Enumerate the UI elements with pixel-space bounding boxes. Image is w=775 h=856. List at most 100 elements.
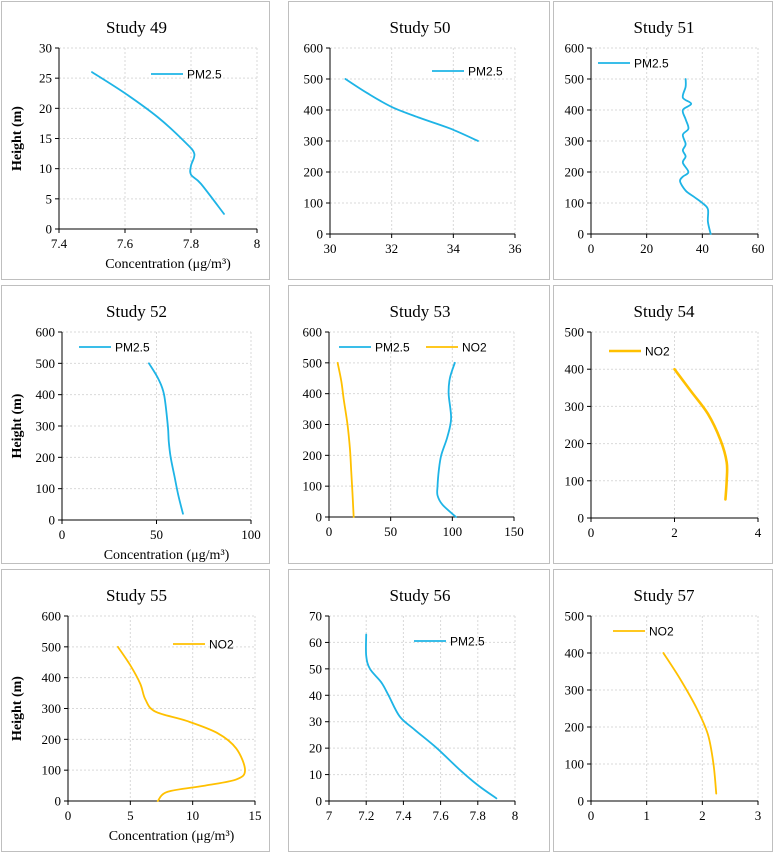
y-tick-label: 300 xyxy=(36,419,56,434)
x-tick-label: 2 xyxy=(671,525,678,540)
y-tick-label: 100 xyxy=(565,473,585,488)
y-tick-label: 10 xyxy=(309,767,322,782)
y-tick-label: 400 xyxy=(36,387,56,402)
x-tick-label: 7.4 xyxy=(395,808,412,823)
y-tick-label: 600 xyxy=(303,325,323,340)
y-tick-label: 600 xyxy=(565,41,585,56)
chart-svg: Study 52 0 100 200 300 400 500 600 0 50 100 Concent… xyxy=(10,302,261,563)
chart-title: Study 50 xyxy=(390,18,451,37)
chart-panel-2: Study 50 0 100 200 300 400 500 600 30 32 34 36 PM2.5 xyxy=(288,1,550,280)
y-tick-label: 25 xyxy=(39,71,52,86)
y-tick-label: 400 xyxy=(565,362,585,377)
x-axis-label: Concentration (μg/m³) xyxy=(104,548,230,563)
x-tick-label: 3 xyxy=(755,808,762,823)
x-tick-label: 4 xyxy=(755,525,762,540)
y-tick-label: 400 xyxy=(303,386,323,401)
legend-label: PM2.5 xyxy=(115,341,150,355)
y-tick-label: 0 xyxy=(317,227,324,242)
chart-svg: Study 53 0 100 200 300 400 500 600 0 50 100 150 PM2.… xyxy=(303,302,524,539)
x-tick-label: 150 xyxy=(504,524,524,539)
y-tick-label: 100 xyxy=(303,479,323,494)
chart-title: Study 54 xyxy=(634,302,695,321)
y-tick-label: 40 xyxy=(309,688,322,703)
y-tick-label: 400 xyxy=(565,103,585,118)
chart-svg: Study 54 0 100 200 300 400 500 0 2 4 NO2 xyxy=(565,302,762,540)
x-tick-label: 0 xyxy=(326,524,333,539)
x-tick-label: 7.6 xyxy=(117,236,134,251)
series-line-no2 xyxy=(116,645,246,802)
chart-panel-6: Study 54 0 100 200 300 400 500 0 2 4 NO2 xyxy=(553,285,773,564)
y-tick-label: 500 xyxy=(565,72,585,87)
y-tick-label: 0 xyxy=(55,794,62,809)
y-axis-label: Height (m) xyxy=(10,106,25,171)
chart-title: Study 51 xyxy=(634,18,695,37)
series-line-pm25 xyxy=(679,78,712,235)
x-tick-label: 10 xyxy=(186,808,199,823)
x-tick-label: 36 xyxy=(509,241,523,256)
x-tick-label: 0 xyxy=(588,808,595,823)
x-tick-label: 40 xyxy=(696,241,709,256)
chart-panel-9: Study 57 0 100 200 300 400 500 0 1 2 3 NO2 xyxy=(553,569,773,852)
series-line-pm25 xyxy=(148,362,184,515)
chart-svg: Study 55 0 100 200 300 400 500 600 0 5 10 15 Concent… xyxy=(10,586,262,844)
x-tick-label: 2 xyxy=(699,808,706,823)
y-tick-label: 70 xyxy=(309,609,322,624)
x-tick-label: 0 xyxy=(588,241,595,256)
x-tick-label: 5 xyxy=(127,808,134,823)
x-tick-label: 7.8 xyxy=(183,236,199,251)
series-line-pm25 xyxy=(91,71,225,215)
x-tick-label: 0 xyxy=(59,527,66,542)
legend-label: PM2.5 xyxy=(468,65,503,79)
series-line-no2 xyxy=(673,367,729,501)
y-tick-label: 50 xyxy=(309,661,322,676)
x-tick-label: 7.8 xyxy=(470,808,486,823)
y-tick-label: 600 xyxy=(304,41,324,56)
chart-panel-4: Study 52 0 100 200 300 400 500 600 0 50 100 Concent… xyxy=(1,285,270,564)
chart-title: Study 57 xyxy=(634,586,695,605)
legend-label: PM2.5 xyxy=(450,635,485,649)
legend-label: PM2.5 xyxy=(634,57,669,71)
legend-label: NO2 xyxy=(645,345,670,359)
series-line-pm25 xyxy=(365,633,498,800)
y-tick-label: 400 xyxy=(565,646,585,661)
x-tick-label: 15 xyxy=(249,808,262,823)
y-tick-label: 500 xyxy=(42,639,62,654)
x-tick-label: 100 xyxy=(241,527,261,542)
y-tick-label: 300 xyxy=(42,701,62,716)
chart-panel-7: Study 55 0 100 200 300 400 500 600 0 5 10 15 Concent… xyxy=(1,569,270,852)
y-tick-label: 30 xyxy=(309,714,322,729)
y-tick-label: 0 xyxy=(578,227,585,242)
y-tick-label: 500 xyxy=(36,356,56,371)
y-tick-label: 0 xyxy=(578,511,585,526)
y-tick-label: 30 xyxy=(39,41,52,56)
legend-label: NO2 xyxy=(209,638,234,652)
y-tick-label: 300 xyxy=(565,683,585,698)
series-line-no2 xyxy=(662,652,718,795)
x-tick-label: 50 xyxy=(150,527,163,542)
y-tick-label: 200 xyxy=(42,732,62,747)
y-tick-label: 200 xyxy=(304,165,324,180)
legend-label: NO2 xyxy=(649,625,674,639)
x-tick-label: 20 xyxy=(640,241,653,256)
x-axis-label: Concentration (μg/m³) xyxy=(105,257,231,272)
y-tick-label: 200 xyxy=(565,436,585,451)
x-tick-label: 32 xyxy=(385,241,398,256)
x-tick-label: 7.4 xyxy=(51,236,68,251)
x-tick-label: 0 xyxy=(588,525,595,540)
y-axis-label: Height (m) xyxy=(10,393,25,458)
chart-panel-8: Study 56 0 10 20 30 40 50 60 70 7 7.2 7.4 7.6 7.8 8 PM2… xyxy=(288,569,550,852)
y-tick-label: 5 xyxy=(46,191,53,206)
x-tick-label: 30 xyxy=(324,241,337,256)
chart-svg: Study 56 0 10 20 30 40 50 60 70 7 7.2 7.4 7.6 7.8 8 PM2… xyxy=(309,586,518,823)
x-tick-label: 60 xyxy=(752,241,765,256)
x-tick-label: 7.6 xyxy=(432,808,449,823)
y-tick-label: 200 xyxy=(565,165,585,180)
y-tick-label: 100 xyxy=(42,763,62,778)
chart-svg: Study 51 0 100 200 300 400 500 600 0 20 40 60 PM2.5 xyxy=(565,18,765,256)
y-tick-label: 100 xyxy=(304,196,324,211)
y-tick-label: 15 xyxy=(39,131,52,146)
y-tick-label: 300 xyxy=(565,134,585,149)
y-tick-label: 10 xyxy=(39,161,52,176)
y-tick-label: 400 xyxy=(42,670,62,685)
